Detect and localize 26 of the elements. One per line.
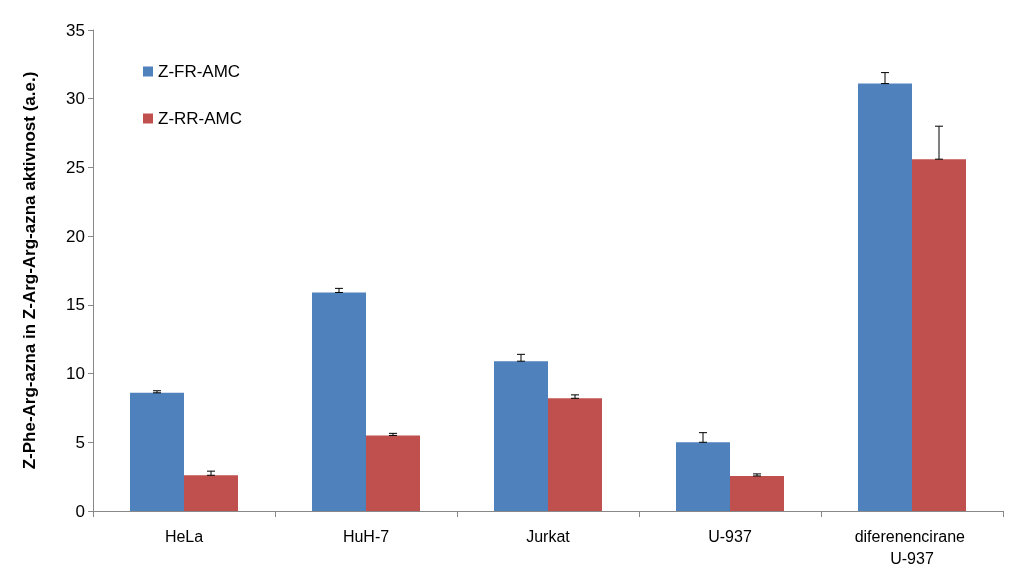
- legend-label: Z-RR-AMC: [158, 109, 243, 128]
- bar: [130, 392, 184, 511]
- bar: [366, 435, 420, 511]
- y-tick-label: 30: [66, 89, 85, 109]
- bar: [676, 442, 730, 511]
- x-tick-label: HeLa: [164, 527, 204, 545]
- bar: [184, 475, 238, 511]
- bar: [912, 159, 966, 511]
- y-axis-title: Z-Phe-Arg-azna in Z-Arg-Arg-azna aktivnost (a.e.): [20, 71, 39, 470]
- legend-label: Z-FR-AMC: [158, 62, 241, 81]
- y-tick-label: 20: [66, 226, 85, 246]
- bar: [494, 361, 548, 511]
- x-tick-label: U-937: [708, 527, 752, 545]
- x-tick-label: Jurkat: [526, 527, 571, 545]
- x-tick-label: diferenencirane U-937: [854, 527, 970, 567]
- y-tick-label: 25: [66, 157, 85, 177]
- y-tick-label: 0: [75, 501, 85, 521]
- bar: [730, 475, 784, 511]
- y-tick-label: 15: [66, 295, 85, 315]
- bar: [858, 83, 912, 511]
- y-tick-label: 10: [66, 364, 85, 384]
- bar: [312, 292, 366, 511]
- y-tick-label: 35: [66, 20, 85, 40]
- x-tick-label: HuH-7: [342, 527, 390, 545]
- bar: [548, 398, 602, 511]
- y-tick-label: 5: [75, 432, 85, 452]
